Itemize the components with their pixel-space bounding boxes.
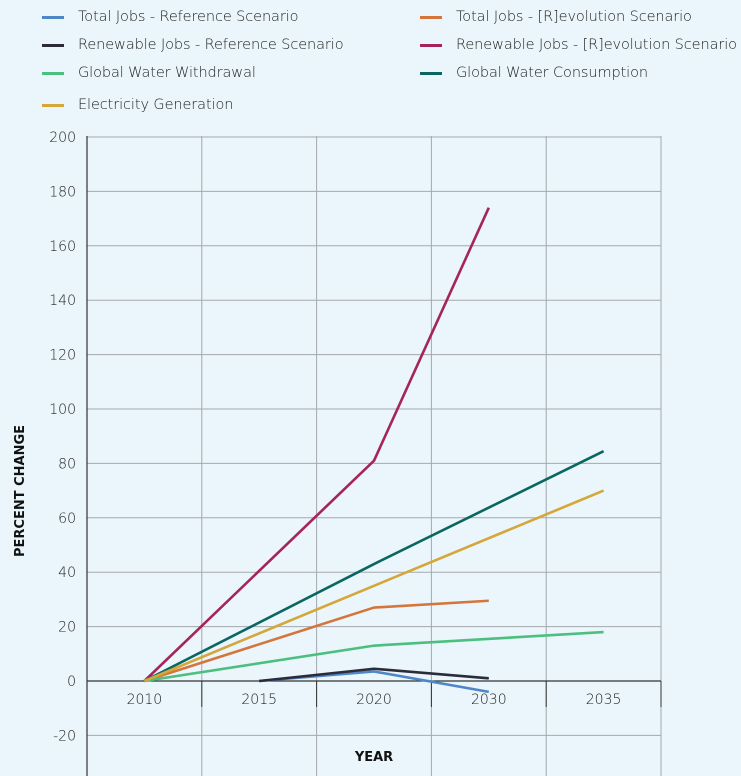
series-line-5: [143, 449, 605, 683]
legend-item: Renewable Jobs - [R]evolution Scenario: [420, 35, 737, 55]
y-tick-label: 0: [67, 674, 76, 690]
legend-swatch: [420, 43, 442, 47]
x-tick-label: 2035: [586, 692, 622, 708]
legend-label: Total Jobs - Reference Scenario: [78, 9, 299, 25]
series-line-1: [144, 599, 489, 683]
series-line-3: [143, 207, 490, 682]
legend-swatch: [420, 15, 442, 19]
legend-label: Renewable Jobs - Reference Scenario: [78, 37, 344, 53]
legend-label: Electricity Generation: [78, 97, 234, 113]
legend-label: Total Jobs - [R]evolution Scenario: [456, 9, 692, 25]
x-tick-label: 2010: [127, 692, 163, 708]
legend-item: Total Jobs - Reference Scenario: [42, 7, 298, 27]
legend-swatch: [420, 71, 442, 75]
y-tick-label: 120: [49, 348, 76, 364]
x-axis-title: YEAR: [354, 750, 393, 765]
y-tick-label: 160: [49, 239, 76, 255]
y-tick-label: 180: [49, 184, 76, 200]
legend-swatch: [42, 71, 64, 75]
legend-item: Global Water Withdrawal: [42, 63, 256, 83]
y-tick-label: 60: [58, 511, 76, 527]
series-line-2: [259, 667, 489, 683]
legend-label: Global Water Consumption: [456, 65, 648, 81]
series-layer: [143, 207, 605, 694]
legend-swatch: [42, 43, 64, 47]
y-axis-title: PERCENT CHANGE: [13, 425, 28, 557]
x-tick-label: 2020: [356, 692, 392, 708]
legend-item: Global Water Consumption: [420, 63, 648, 83]
y-tick-label: 80: [58, 456, 76, 472]
y-tick-label: 100: [49, 402, 76, 418]
y-tick-label: 40: [58, 565, 76, 581]
series-line-4: [144, 630, 604, 683]
legend-item: Total Jobs - [R]evolution Scenario: [420, 7, 692, 27]
legend-label: Renewable Jobs - [R]evolution Scenario: [456, 37, 737, 53]
y-tick-label: -20: [53, 728, 76, 744]
legend-label: Global Water Withdrawal: [78, 65, 256, 81]
x-tick-label: 2015: [241, 692, 277, 708]
y-tick-label: 200: [49, 130, 76, 146]
y-tick-label: 140: [49, 293, 76, 309]
legend-swatch: [42, 103, 64, 107]
series-line-6: [143, 489, 605, 683]
y-tick-label: 20: [58, 620, 76, 636]
legend-swatch: [42, 15, 64, 19]
legend-item: Electricity Generation: [42, 95, 233, 115]
axes: [86, 136, 662, 776]
legend-item: Renewable Jobs - Reference Scenario: [42, 35, 344, 55]
x-tick-label: 2030: [471, 692, 507, 708]
grid: [87, 136, 662, 776]
